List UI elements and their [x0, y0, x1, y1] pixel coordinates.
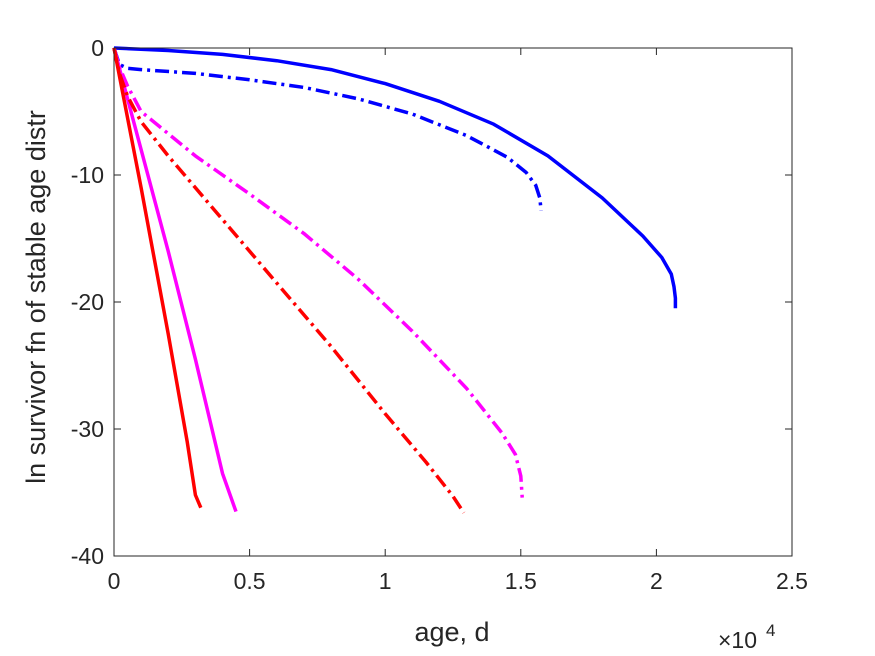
- series-line-4: [112, 47, 524, 498]
- y-tick-label: 0: [91, 35, 104, 61]
- series-layer: [112, 46, 678, 514]
- x-multiplier-exponent: 4: [766, 621, 775, 640]
- x-tick-label: 1: [379, 568, 392, 594]
- x-tick-label: 1.5: [505, 568, 537, 594]
- axes-layer: 0 0.5 1 1.5 2 2.5 0 -10 -20 -30 -40: [71, 35, 808, 594]
- y-tick-label: -40: [71, 543, 104, 569]
- y-axis-label: ln survivor fn of stable age distr: [21, 110, 51, 484]
- plot-background: [114, 48, 792, 556]
- series-line-5: [112, 47, 203, 509]
- x-axis-label: age, d: [414, 617, 489, 647]
- x-tick-label: 0: [108, 568, 121, 594]
- x-tick-label: 2: [650, 568, 663, 594]
- x-multiplier-label: ×10: [718, 627, 757, 653]
- y-tick-label: -20: [71, 289, 104, 315]
- x-tick-label: 0.5: [234, 568, 266, 594]
- y-tick-label: -10: [71, 162, 104, 188]
- series-line-1: [113, 46, 678, 309]
- series-line-6: [112, 47, 466, 514]
- labels-layer: age, d ln survivor fn of stable age dist…: [21, 110, 775, 653]
- x-tick-label: 2.5: [776, 568, 808, 594]
- plot-area: [114, 48, 792, 556]
- series-line-2: [112, 47, 543, 211]
- y-tick-label: -30: [71, 416, 104, 442]
- series-line-3: [112, 47, 238, 513]
